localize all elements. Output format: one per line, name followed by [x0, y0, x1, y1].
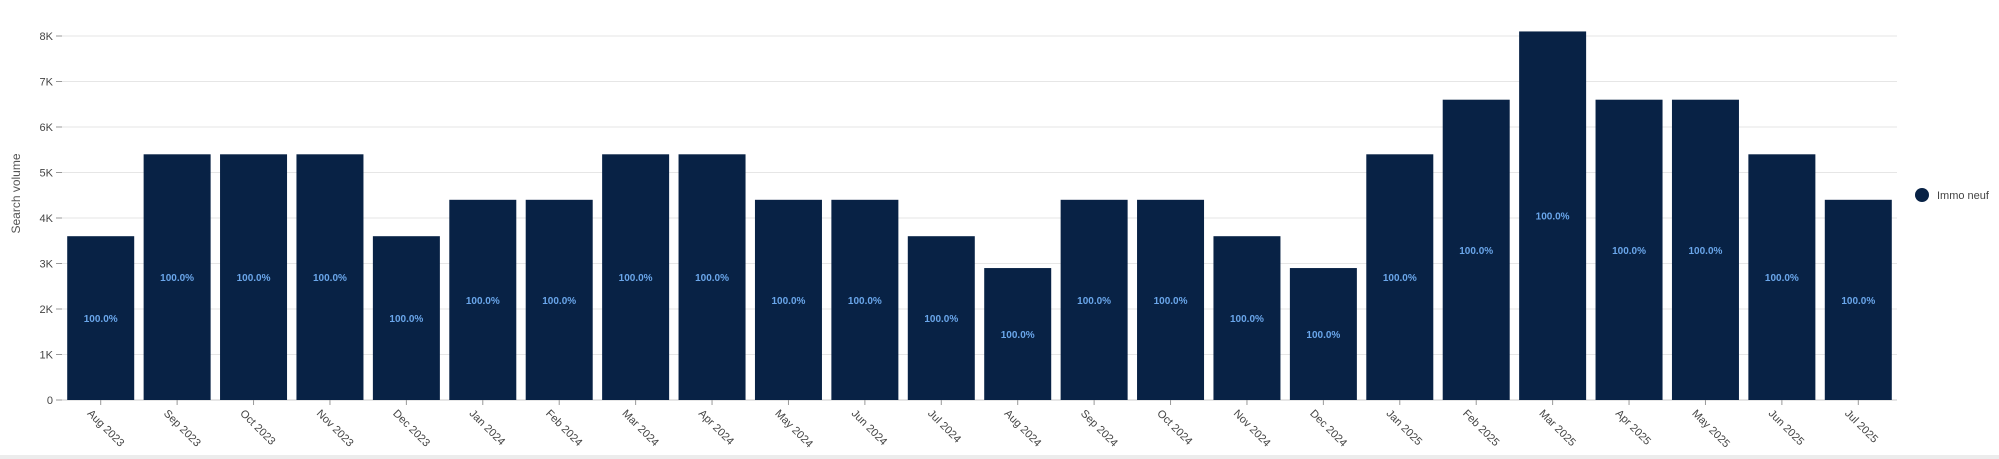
x-tick-label: Jan 2024: [467, 408, 507, 448]
bar[interactable]: [1213, 236, 1281, 400]
bars: [67, 31, 1892, 400]
y-tick-label: 5K: [40, 168, 54, 180]
legend[interactable]: Immo neuf: [1915, 188, 1990, 202]
legend-label-immo-neuf[interactable]: Immo neuf: [1937, 190, 1990, 202]
data-label: 100.0%: [389, 314, 423, 325]
x-tick-label: Feb 2024: [543, 408, 584, 449]
y-tick-label: 7K: [40, 77, 54, 89]
x-tick-label: Jun 2025: [1766, 408, 1806, 448]
data-label: 100.0%: [1688, 246, 1722, 257]
data-label: 100.0%: [160, 273, 194, 284]
legend-marker-immo-neuf[interactable]: [1915, 188, 1929, 202]
data-label: 100.0%: [924, 314, 958, 325]
data-label: 100.0%: [1077, 296, 1111, 307]
bar[interactable]: [1060, 199, 1128, 400]
data-label: 100.0%: [1765, 273, 1799, 284]
bar[interactable]: [831, 199, 899, 400]
y-tick-label: 1K: [40, 350, 54, 362]
x-tick-label: Apr 2025: [1613, 408, 1653, 448]
data-label: 100.0%: [1306, 330, 1340, 341]
data-label: 100.0%: [313, 273, 347, 284]
bar[interactable]: [1748, 154, 1816, 400]
bar[interactable]: [602, 154, 670, 400]
bottom-divider: [0, 455, 1999, 459]
y-tick-label: 6K: [40, 122, 54, 134]
bar[interactable]: [907, 236, 975, 400]
bar[interactable]: [372, 236, 440, 400]
bar[interactable]: [525, 199, 593, 400]
data-label: 100.0%: [466, 296, 500, 307]
grid-lines: [62, 35, 1897, 401]
x-tick-label: Aug 2024: [1002, 408, 1044, 450]
data-label: 100.0%: [542, 296, 576, 307]
y-tick-label: 2K: [40, 304, 54, 316]
data-label: 100.0%: [237, 273, 271, 284]
x-tick-label: Jul 2024: [925, 408, 963, 446]
data-label: 100.0%: [771, 296, 805, 307]
x-tick-label: Oct 2023: [237, 408, 277, 448]
data-label: 100.0%: [1154, 296, 1188, 307]
x-tick-label: Jan 2025: [1384, 408, 1424, 448]
x-tick-label: Aug 2023: [85, 408, 127, 450]
x-tick-label: Nov 2024: [1231, 408, 1273, 450]
y-axis-label: Search volume: [9, 153, 23, 233]
x-tick-label: Nov 2023: [314, 408, 356, 450]
data-label: 100.0%: [1841, 296, 1875, 307]
y-axis: 0 1K 2K 3K 4K 5K 6K 7K 8K: [40, 31, 62, 407]
x-tick-label: Apr 2024: [696, 408, 736, 448]
bar[interactable]: [1519, 31, 1587, 400]
data-label: 100.0%: [695, 273, 729, 284]
data-label: 100.0%: [619, 273, 653, 284]
data-label: 100.0%: [1383, 273, 1417, 284]
x-tick-label: Sep 2023: [161, 408, 203, 450]
x-tick-label: Mar 2024: [620, 408, 661, 449]
bar[interactable]: [1671, 99, 1739, 400]
data-label: 100.0%: [1230, 314, 1264, 325]
data-label: 100.0%: [1612, 246, 1646, 257]
data-labels: 100.0% 100.0% 100.0% 100.0% 100.0% 100.0% 100.…: [84, 212, 1876, 341]
y-tick-label: 0: [47, 395, 53, 407]
y-tick-label: 3K: [40, 259, 54, 271]
bar[interactable]: [984, 268, 1052, 400]
x-tick-label: Feb 2025: [1460, 408, 1501, 449]
x-tick-label: May 2025: [1689, 408, 1732, 451]
x-tick-label: Sep 2024: [1078, 408, 1120, 450]
bar[interactable]: [1137, 199, 1205, 400]
data-label: 100.0%: [84, 314, 118, 325]
x-axis: Aug 2023 Sep 2023 Oct 2023 Nov 2023 Dec 2023…: [85, 400, 1880, 450]
x-tick-label: Mar 2025: [1537, 408, 1578, 449]
bar[interactable]: [67, 236, 135, 400]
x-tick-label: Dec 2023: [390, 408, 432, 450]
x-tick-label: Jun 2024: [849, 408, 889, 448]
bar[interactable]: [449, 199, 517, 400]
y-tick-label: 8K: [40, 31, 54, 43]
x-tick-label: May 2024: [772, 408, 815, 451]
x-tick-label: Dec 2024: [1307, 408, 1349, 450]
x-tick-label: Oct 2024: [1154, 408, 1194, 448]
y-tick-label: 4K: [40, 213, 54, 225]
x-tick-label: Jul 2025: [1842, 408, 1880, 446]
bar[interactable]: [143, 154, 211, 400]
bar[interactable]: [1824, 199, 1892, 400]
data-label: 100.0%: [848, 296, 882, 307]
bar[interactable]: [296, 154, 364, 400]
bar[interactable]: [754, 199, 822, 400]
data-label: 100.0%: [1536, 212, 1570, 223]
bar[interactable]: [220, 154, 288, 400]
data-label: 100.0%: [1459, 246, 1493, 257]
bar[interactable]: [1289, 268, 1357, 400]
bar[interactable]: [1595, 99, 1663, 400]
bar[interactable]: [678, 154, 746, 400]
bar[interactable]: [1442, 99, 1510, 400]
data-label: 100.0%: [1001, 330, 1035, 341]
bar[interactable]: [1366, 154, 1434, 400]
